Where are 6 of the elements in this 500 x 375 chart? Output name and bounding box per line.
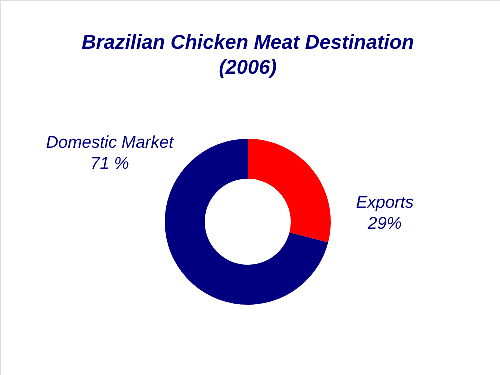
data-label: 29% bbox=[366, 214, 402, 233]
donut-slice bbox=[248, 139, 331, 243]
data-label: 71 % bbox=[90, 154, 130, 173]
slice-label: Exports bbox=[356, 193, 414, 212]
chart-title: Brazilian Chicken Meat Destination (2006) bbox=[82, 32, 414, 79]
slice-label: Domestic Market bbox=[46, 133, 176, 152]
